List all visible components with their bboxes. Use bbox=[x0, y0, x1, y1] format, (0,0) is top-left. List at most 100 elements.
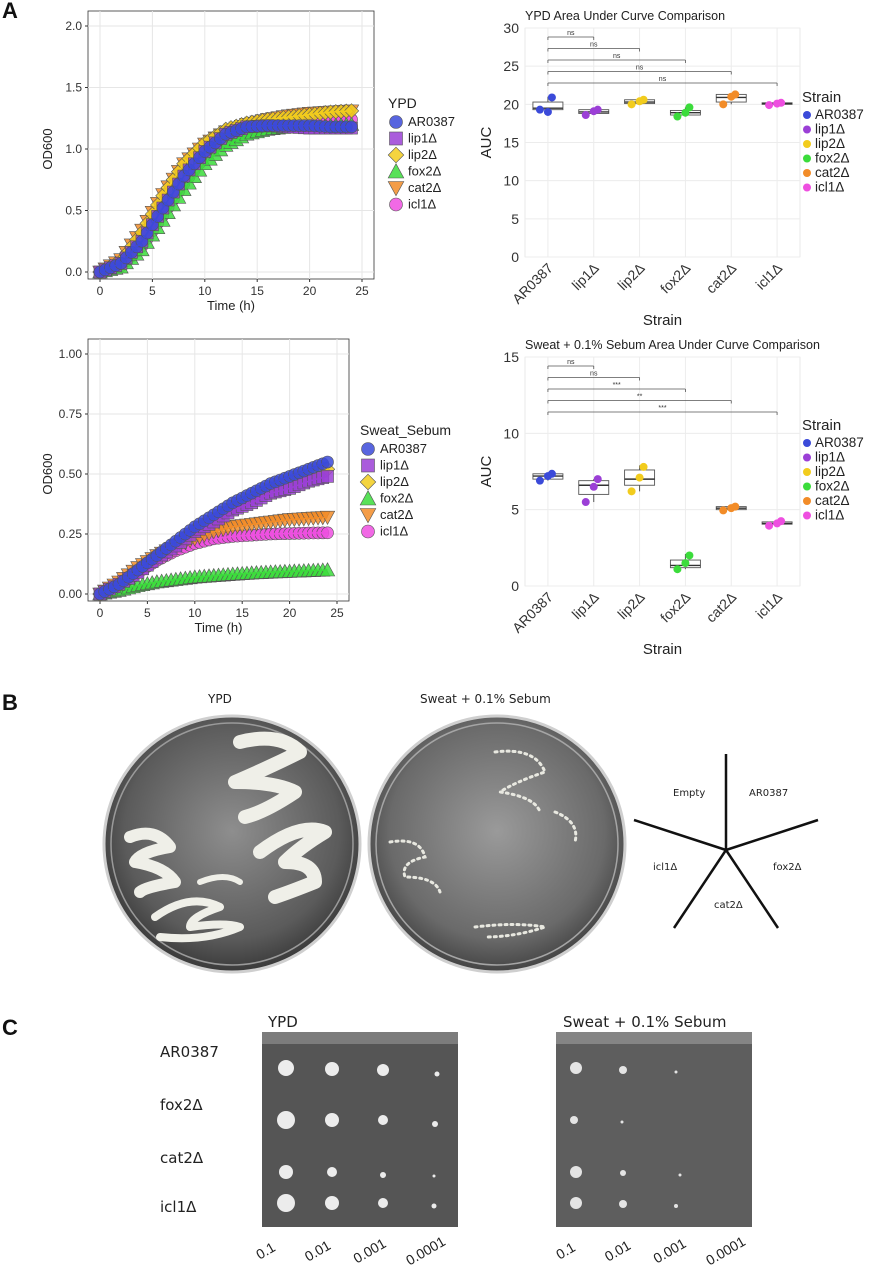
y-tick-label: 0.50 bbox=[59, 467, 83, 481]
x-tick-label: 15 bbox=[236, 606, 250, 620]
legend-key bbox=[389, 115, 403, 129]
significance-label: ** bbox=[637, 394, 643, 401]
y-tick-label: 0 bbox=[511, 578, 519, 594]
legend-key bbox=[389, 131, 403, 146]
y-tick-label: 25 bbox=[503, 58, 519, 74]
legend-label: AR0387 bbox=[380, 441, 427, 456]
sector-label-ar0387: AR0387 bbox=[749, 788, 789, 799]
x-tick-label: cat2Δ bbox=[703, 260, 740, 297]
legend-label: cat2Δ bbox=[380, 507, 414, 522]
dilution-axis-ypd: 0.1 0.01 0.001 0.0001 bbox=[253, 1233, 448, 1268]
y-tick-label: 2.0 bbox=[65, 19, 82, 33]
box-2 bbox=[624, 462, 656, 496]
plot-area bbox=[524, 356, 801, 587]
legend-label: icl1Δ bbox=[815, 180, 844, 195]
legend-label: fox2Δ bbox=[815, 479, 850, 494]
spot-plate-ypd bbox=[262, 1032, 458, 1227]
legend-title: Sweat_Sebum bbox=[360, 422, 451, 438]
y-tick-label: 1.00 bbox=[59, 347, 83, 361]
series-0 bbox=[93, 455, 334, 601]
x-tick-label: 15 bbox=[251, 284, 265, 298]
box-5 bbox=[761, 517, 793, 530]
data-point bbox=[593, 475, 602, 484]
data-point bbox=[681, 559, 690, 568]
legend-title: YPD bbox=[388, 95, 417, 111]
data-point bbox=[581, 111, 590, 120]
legend-label: cat2Δ bbox=[408, 180, 442, 195]
box-0 bbox=[532, 469, 564, 485]
legend-label: lip2Δ bbox=[815, 136, 845, 151]
data-point bbox=[321, 455, 334, 469]
data-point bbox=[635, 97, 644, 106]
legend-key bbox=[803, 468, 811, 476]
ypd-growth-chart: 0.0 0.5 1.0 1.5 2.0 0 5 10 15 20 25 Time (h) OD600 YP… bbox=[40, 10, 455, 313]
legend-key bbox=[803, 183, 811, 192]
data-point bbox=[773, 519, 782, 528]
x-axis-label: Strain bbox=[643, 312, 682, 329]
sweat-sebum-plate-image bbox=[367, 714, 627, 974]
data-point bbox=[765, 521, 774, 530]
x-tick-label: 25 bbox=[330, 606, 344, 620]
box-2 bbox=[624, 95, 656, 109]
x-tick-label: lip1Δ bbox=[569, 260, 602, 293]
dilution-label: 0.0001 bbox=[703, 1233, 748, 1268]
ypd-plate-image bbox=[102, 714, 362, 974]
legend-key bbox=[387, 163, 405, 179]
data-point bbox=[543, 107, 552, 116]
panel-letter-b: B bbox=[2, 690, 18, 715]
sweat-sebum-growth-chart: 0.00 0.25 0.50 0.75 1.00 0 5 10 15 20 25 Time (h) OD… bbox=[40, 338, 451, 635]
legend-label: lip1Δ bbox=[815, 450, 845, 465]
x-tick-label: AR0387 bbox=[509, 260, 556, 307]
legend-label: icl1Δ bbox=[815, 508, 844, 523]
dilution-label: 0.001 bbox=[350, 1235, 389, 1266]
y-tick-label: 0.00 bbox=[59, 587, 83, 601]
chart-title: Sweat + 0.1% Sebum Area Under Curve Comp… bbox=[525, 338, 820, 352]
legend-label: lip2Δ bbox=[408, 147, 437, 162]
significance-label: ns bbox=[613, 53, 621, 60]
box-1 bbox=[578, 105, 610, 120]
sector-label-empty: Empty bbox=[673, 788, 706, 799]
x-tick-label: icl1Δ bbox=[752, 589, 785, 622]
legend-label: icl1Δ bbox=[408, 197, 437, 212]
data-point bbox=[681, 108, 690, 117]
legend-key bbox=[803, 111, 811, 119]
legend-key bbox=[389, 197, 403, 212]
data-point bbox=[673, 112, 682, 121]
legend-key bbox=[361, 524, 375, 539]
sector-label-fox2: fox2Δ bbox=[773, 862, 802, 873]
y-tick-label: 15 bbox=[503, 135, 519, 151]
dilution-axis-sweat: 0.1 0.01 0.001 0.0001 bbox=[553, 1233, 748, 1268]
x-tick-label: lip2Δ bbox=[614, 260, 647, 293]
y-tick-label: 20 bbox=[503, 96, 519, 112]
y-tick-label: 1.0 bbox=[65, 142, 82, 156]
x-tick-label: fox2Δ bbox=[657, 260, 694, 297]
data-point bbox=[343, 103, 360, 119]
plate-sector-diagram bbox=[633, 754, 819, 929]
box-3 bbox=[669, 551, 701, 574]
legend-label: lip2Δ bbox=[380, 474, 409, 489]
legend-key bbox=[359, 473, 377, 491]
legend-label: cat2Δ bbox=[815, 493, 850, 508]
dilution-label: 0.1 bbox=[253, 1239, 278, 1263]
panel-letter-a: A bbox=[2, 0, 18, 23]
legend-key bbox=[803, 482, 811, 491]
data-point bbox=[627, 100, 636, 109]
significance-label: ns bbox=[590, 371, 598, 378]
box-4 bbox=[715, 502, 747, 515]
legend-label: cat2Δ bbox=[815, 165, 850, 180]
y-tick-label: 0.25 bbox=[59, 527, 83, 541]
y-tick-label: 30 bbox=[503, 20, 519, 36]
x-axis-label: Strain bbox=[643, 641, 682, 658]
legend-label: lip2Δ bbox=[815, 464, 845, 479]
legend-title: Strain bbox=[802, 89, 841, 106]
y-tick-label: 10 bbox=[503, 173, 519, 189]
legend-key bbox=[387, 146, 405, 164]
legend-key bbox=[387, 181, 405, 197]
legend-label: fox2Δ bbox=[408, 164, 442, 179]
box-5 bbox=[761, 98, 793, 110]
data-point bbox=[319, 562, 336, 577]
x-tick-label: 5 bbox=[144, 606, 151, 620]
significance-label: ns bbox=[590, 42, 598, 49]
legend-label: lip1Δ bbox=[380, 458, 409, 473]
data-point bbox=[547, 93, 556, 102]
